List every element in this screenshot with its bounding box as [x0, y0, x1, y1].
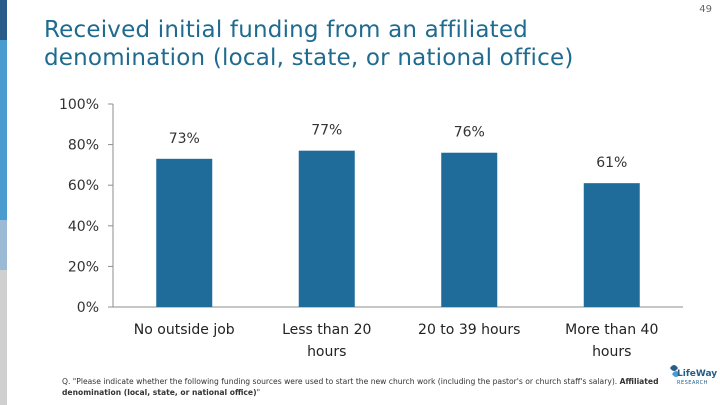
footnote-closing: " — [256, 388, 261, 397]
data-label: 77% — [311, 123, 342, 139]
x-tick-label: No outside job — [134, 322, 235, 338]
data-label: 61% — [596, 155, 627, 171]
y-tick-label: 60% — [68, 178, 99, 194]
data-label: 73% — [169, 131, 200, 147]
page-number: 49 — [699, 4, 712, 15]
strip-segment — [0, 270, 7, 405]
logo-name: LifeWay — [677, 369, 718, 379]
bar — [156, 158, 213, 307]
x-tick-label: More than 40 hours — [565, 322, 658, 360]
logo-sub: RESEARCH — [677, 380, 708, 386]
bar — [583, 183, 640, 307]
bar — [441, 152, 498, 307]
lifeway-logo-icon — [670, 365, 680, 377]
footnote-text: Q. "Please indicate whether the followin… — [62, 377, 620, 386]
strip-segment — [0, 0, 7, 40]
y-tick-label: 20% — [68, 259, 99, 275]
page-title: Received initial funding from an affilia… — [44, 17, 574, 71]
y-axis: 0% 20% 40% 60% 80% 100% — [59, 97, 683, 316]
label-group: 73% No outside job 77% Less than 20 hours 76%… — [134, 123, 659, 360]
y-tick-label: 0% — [77, 300, 99, 316]
y-tick-label: 80% — [68, 138, 99, 154]
left-accent-strip — [0, 0, 7, 405]
strip-segment — [0, 220, 7, 270]
footnote: Q. "Please indicate whether the followin… — [62, 376, 662, 398]
data-label: 76% — [454, 125, 485, 141]
bar-group — [156, 150, 640, 307]
x-tick-label: 20 to 39 hours — [418, 322, 520, 338]
x-tick-label: Less than 20 hours — [282, 322, 371, 360]
y-tick-label: 40% — [68, 219, 99, 235]
footnote-bold: Affiliated denomination (local, state, o… — [62, 377, 659, 397]
bar — [298, 150, 355, 307]
y-tick-label: 100% — [59, 97, 99, 113]
strip-segment — [0, 40, 7, 220]
